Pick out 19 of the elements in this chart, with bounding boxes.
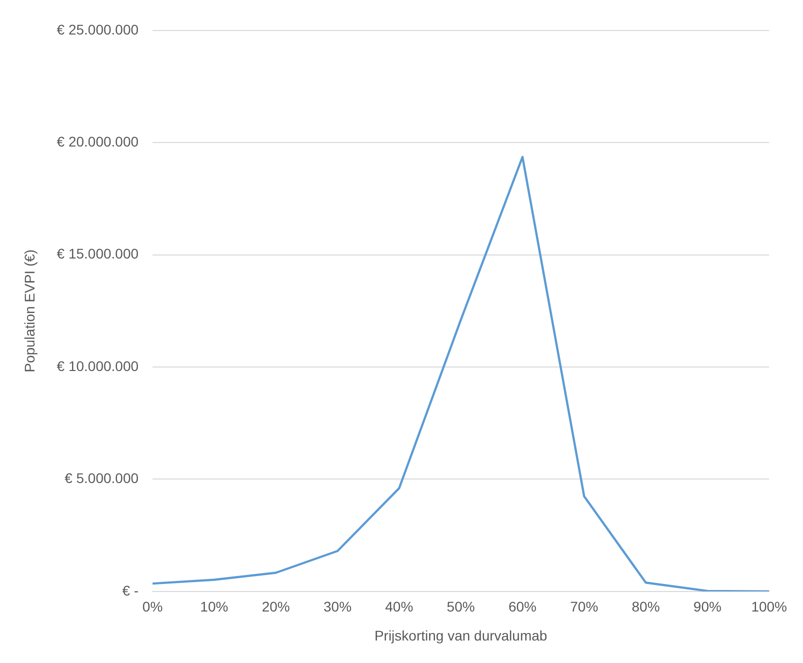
x-tick-label: 0% — [142, 598, 163, 615]
x-tick-label: 70% — [570, 598, 598, 615]
x-tick-label: 30% — [323, 598, 352, 615]
x-tick-label: 100% — [751, 598, 788, 615]
y-tick-label: € 25.000.000 — [56, 21, 139, 38]
x-tick-label: 20% — [262, 598, 290, 615]
x-tick-label: 40% — [385, 598, 414, 615]
x-tick-label: 50% — [446, 598, 475, 615]
y-tick-label: € 5.000.000 — [64, 470, 139, 486]
x-tick-label: 60% — [508, 598, 536, 615]
y-tick-label: € 20.000.000 — [56, 133, 139, 150]
y-tick-label: € 10.000.000 — [56, 358, 139, 374]
x-tick-label: 90% — [693, 598, 722, 615]
y-axis-title: Population EVPI (€) — [21, 249, 38, 372]
y-tick-label: € 15.000.000 — [56, 246, 139, 262]
y-tick-label: € - — [122, 582, 139, 598]
x-tick-label: 10% — [200, 598, 228, 615]
x-axis-title: Prijskorting van durvalumab — [374, 627, 548, 644]
x-tick-label: 80% — [632, 598, 660, 615]
